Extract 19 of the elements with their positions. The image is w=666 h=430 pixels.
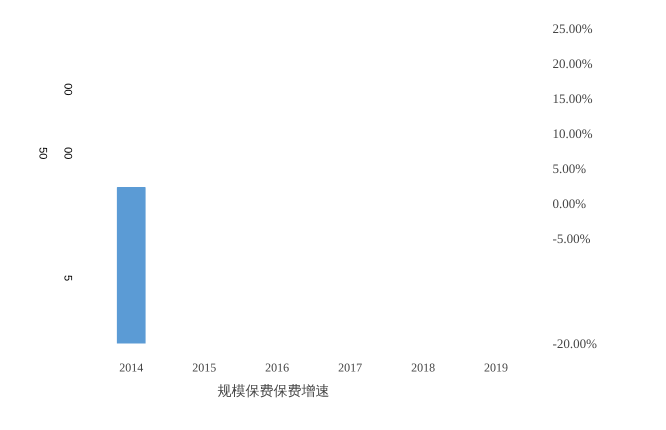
y2-tick-label: 0.00%: [552, 196, 586, 211]
x-axis-title: 规模保费保费增速: [218, 382, 330, 398]
y2-tick-label: -20.00%: [552, 336, 598, 351]
x-tick-label: 2015: [192, 360, 216, 374]
x-tick-label: 2017: [338, 360, 362, 374]
text: 50: [36, 147, 49, 160]
y2-tick-label: 25.00%: [552, 21, 593, 36]
y2-tick-label: 20.00%: [552, 56, 593, 71]
y2-tick-label: 15.00%: [552, 91, 593, 106]
x-tick-label: 2019: [484, 360, 508, 374]
y2-tick-label: -5.00%: [552, 231, 591, 246]
text: 5: [61, 274, 74, 282]
text: 00: [61, 83, 74, 96]
text: 00: [61, 147, 74, 160]
x-tick-label: 2014: [119, 360, 144, 374]
y2-tick-label: 10.00%: [552, 126, 593, 141]
x-tick-label: 2018: [411, 360, 436, 374]
x-tick-label: 2016: [265, 360, 290, 374]
y2-tick-label: 5.00%: [552, 161, 586, 176]
